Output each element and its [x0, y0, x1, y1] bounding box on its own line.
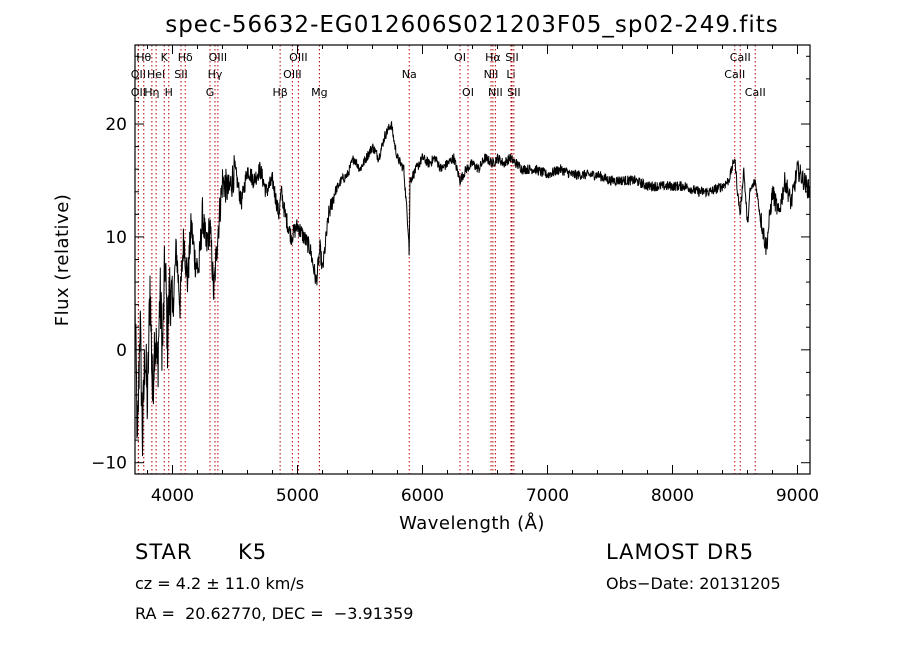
- y-tick-label: −10: [91, 454, 127, 474]
- redshift-velocity: cz = 4.2 ± 11.0 km/s: [135, 574, 305, 593]
- x-tick-label: 4000: [151, 486, 194, 506]
- line-marker-label: CaII: [730, 51, 751, 64]
- line-marker-label: Hθ: [136, 51, 151, 64]
- sky-coordinates: RA = 20.62770, DEC = −3.91359: [135, 604, 414, 623]
- line-markers: OIIOIIHθHηHeIKHSIIHδGHγOIIIHβOIIIOIIIMgN…: [131, 45, 766, 474]
- line-marker-label: Na: [402, 68, 417, 81]
- x-tick-label: 7000: [526, 486, 569, 506]
- x-axis-label: Wavelength (Å): [399, 512, 545, 534]
- line-marker-label: OI: [462, 86, 474, 99]
- line-marker-label: OI: [454, 51, 466, 64]
- line-marker-label: Hα: [485, 51, 501, 64]
- line-marker-label: K: [161, 51, 169, 64]
- object-class: STAR: [135, 540, 193, 564]
- y-axis-label: Flux (relative): [52, 194, 73, 327]
- x-tick-label: 9000: [776, 486, 819, 506]
- line-marker-label: Hβ: [272, 86, 287, 99]
- line-marker-label: Li: [506, 68, 515, 81]
- line-marker-label: OIII: [283, 68, 301, 81]
- y-tick-label: 0: [116, 341, 127, 361]
- plot-frame: [134, 44, 811, 475]
- line-marker-label: Mg: [311, 86, 327, 99]
- spectrum-series: [134, 120, 811, 457]
- line-marker-label: SII: [507, 86, 520, 99]
- line-marker-label: SII: [505, 51, 518, 64]
- x-tick-label: 6000: [401, 486, 444, 506]
- x-tick-label: 5000: [276, 486, 319, 506]
- x-axis: 4000 5000 6000 7000 8000 9000: [147, 45, 819, 506]
- object-subclass: K5: [238, 540, 268, 564]
- line-marker-label: HeI: [147, 68, 165, 81]
- survey-name: LAMOST DR5: [606, 540, 755, 564]
- line-marker-label: Hη: [144, 86, 159, 99]
- y-tick-label: 20: [105, 115, 127, 135]
- chart-title: spec-56632-EG012606S021203F05_sp02-249.f…: [165, 12, 779, 38]
- line-marker-label: NII: [488, 86, 503, 99]
- line-marker-label: NII: [484, 68, 499, 81]
- line-marker-label: Hδ: [178, 51, 193, 64]
- x-tick-label: 8000: [651, 486, 694, 506]
- line-marker-label: Hγ: [208, 68, 223, 81]
- line-marker-label: H: [165, 86, 173, 99]
- line-marker-label: SII: [174, 68, 187, 81]
- y-axis: −10 0 10 20: [91, 55, 810, 474]
- line-marker-label: OIII: [209, 51, 227, 64]
- observation-date: Obs−Date: 20131205: [606, 574, 781, 593]
- spectrum-line: [134, 120, 811, 457]
- line-marker-label: G: [206, 86, 215, 99]
- line-marker-label: OIII: [289, 51, 307, 64]
- line-marker-label: CaII: [724, 68, 745, 81]
- y-tick-label: 10: [105, 228, 127, 248]
- line-marker-label: CaII: [745, 86, 766, 99]
